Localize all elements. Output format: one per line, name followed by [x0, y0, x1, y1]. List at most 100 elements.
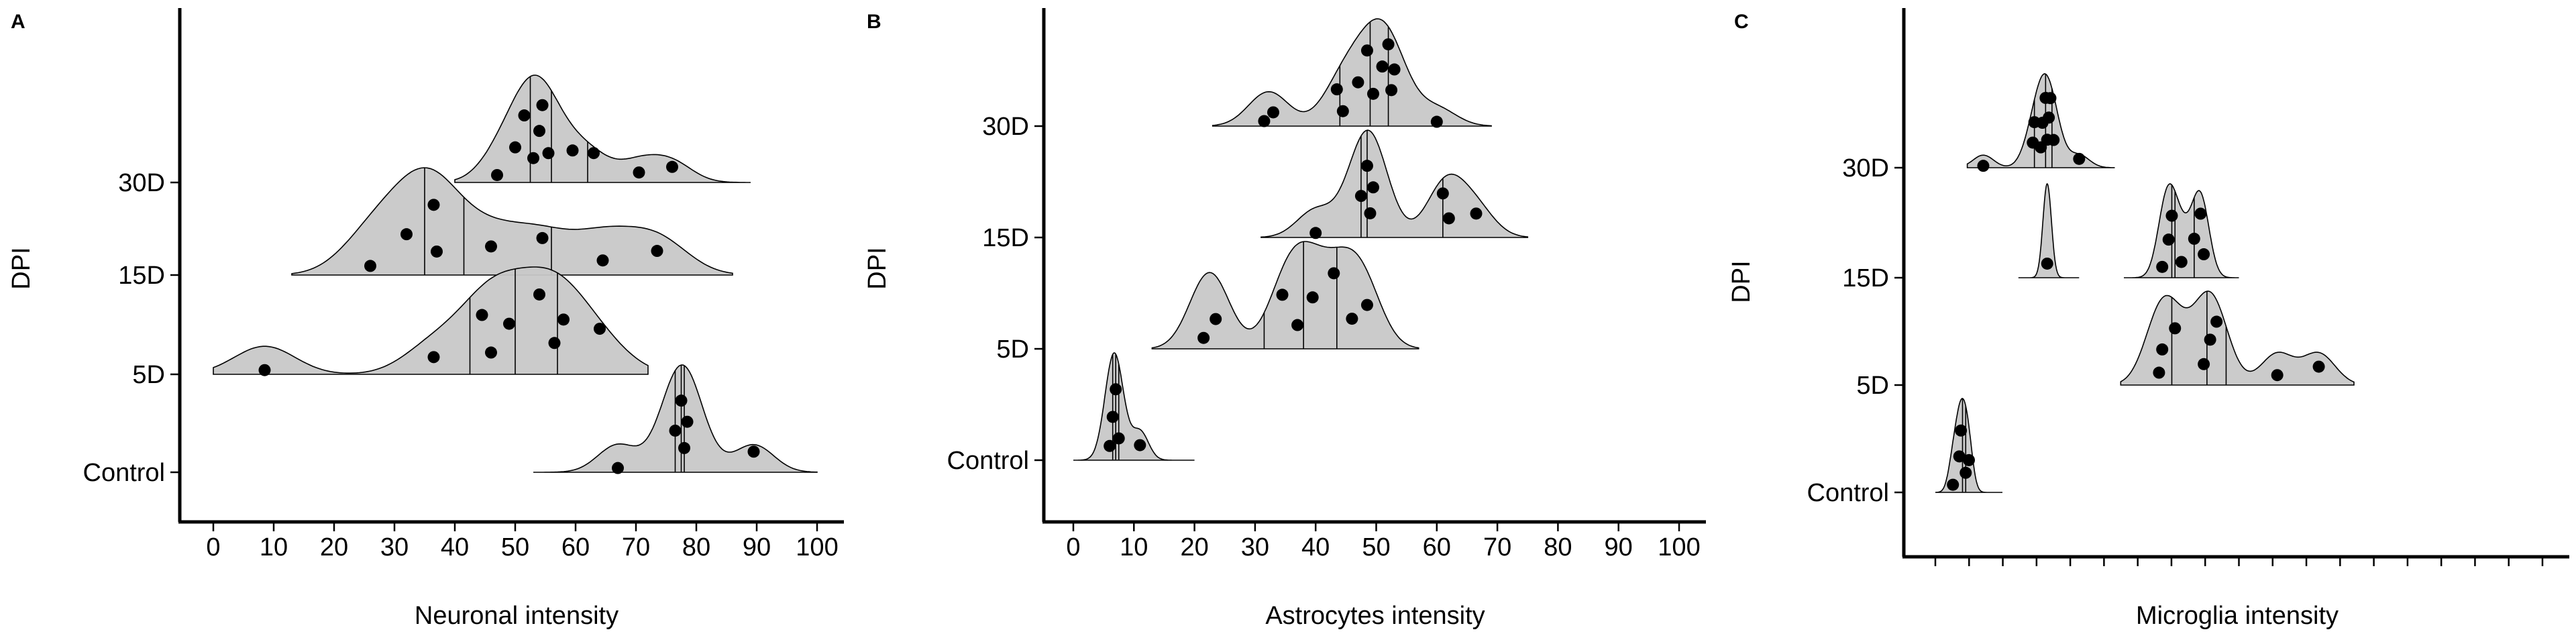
data-point	[1382, 38, 1395, 51]
data-point	[1309, 227, 1322, 239]
data-point	[2198, 358, 2210, 370]
data-point	[1106, 411, 1119, 423]
y-tick-label: 5D	[996, 335, 1029, 364]
data-point	[533, 125, 545, 138]
x-tick-label: 90	[743, 533, 771, 561]
data-point	[1953, 450, 1966, 463]
density-area	[1260, 129, 1529, 238]
density-area	[2124, 183, 2239, 278]
data-point	[2175, 256, 2188, 268]
data-point	[1210, 313, 1222, 325]
data-point	[2188, 232, 2200, 245]
data-point	[2073, 152, 2086, 165]
data-point	[427, 351, 440, 364]
x-tick-label: 30	[1241, 533, 1269, 561]
density-area	[1073, 352, 1195, 461]
data-point	[675, 394, 688, 407]
data-point	[1354, 190, 1367, 203]
x-tick-label: 50	[501, 533, 529, 561]
data-point	[2198, 248, 2210, 261]
x-tick-label: 70	[622, 533, 650, 561]
data-point	[1104, 439, 1116, 452]
ridge-5d	[1151, 241, 1419, 350]
x-tick-label: 40	[1301, 533, 1330, 561]
data-point	[1360, 299, 1373, 311]
data-point	[1306, 291, 1319, 304]
data-point	[400, 228, 413, 241]
data-point	[1955, 424, 1968, 437]
data-point	[533, 288, 545, 301]
data-point	[2165, 209, 2178, 222]
data-point	[669, 424, 682, 437]
data-point	[1336, 105, 1349, 117]
x-tick-label: 20	[320, 533, 348, 561]
data-point	[2271, 369, 2284, 382]
ridge-30d	[454, 74, 751, 183]
data-point	[2194, 207, 2207, 220]
data-point	[2204, 333, 2216, 346]
ridge-control	[533, 364, 818, 474]
data-point	[633, 166, 645, 179]
data-point	[596, 254, 609, 267]
y-tick-label: Control	[947, 447, 1030, 475]
data-point	[1442, 212, 1455, 225]
data-point	[2043, 111, 2055, 124]
data-point	[1110, 383, 1122, 396]
x-tick-label: 90	[1605, 533, 1633, 561]
data-point	[258, 364, 271, 376]
data-point	[1436, 187, 1449, 200]
data-point	[1276, 288, 1289, 301]
data-point	[1960, 466, 1972, 479]
x-tick-label: 70	[1483, 533, 1511, 561]
x-tick-label: 30	[380, 533, 409, 561]
ridge-15d	[2124, 183, 2239, 278]
data-point	[536, 231, 549, 244]
data-point	[1385, 84, 1398, 97]
data-point	[1366, 181, 1379, 194]
y-axis-title: DPI	[7, 247, 36, 289]
data-point	[485, 346, 497, 359]
data-point	[1258, 115, 1271, 127]
data-point	[2210, 315, 2223, 328]
data-point	[612, 462, 624, 474]
data-point	[518, 109, 531, 122]
data-point	[2044, 92, 2057, 105]
data-point	[2041, 257, 2053, 270]
data-point	[2312, 360, 2325, 373]
data-point	[1291, 319, 1304, 331]
ridge-30d	[1966, 73, 2115, 172]
x-tick-label: 60	[1423, 533, 1451, 561]
data-point	[1963, 453, 1976, 466]
data-point	[2162, 233, 2175, 246]
data-point	[1947, 478, 1960, 491]
data-point	[1197, 331, 1210, 344]
data-point	[536, 99, 549, 111]
data-point	[2156, 260, 2169, 273]
data-point	[1366, 87, 1379, 100]
x-tick-label: 50	[1362, 533, 1390, 561]
data-point	[431, 245, 443, 258]
data-point	[2156, 343, 2169, 356]
data-point	[1134, 439, 1146, 451]
density-area	[1212, 18, 1492, 127]
data-point	[1388, 63, 1401, 76]
data-point	[747, 445, 760, 458]
data-point	[651, 245, 663, 258]
data-point	[1112, 432, 1125, 445]
data-point	[594, 323, 606, 335]
density-area	[291, 167, 733, 276]
data-point	[542, 147, 555, 160]
data-point	[1352, 76, 1364, 89]
data-point	[1376, 60, 1389, 73]
ridge-5d	[213, 266, 649, 376]
data-point	[476, 309, 488, 321]
data-point	[666, 160, 678, 173]
y-tick-label: 30D	[1842, 154, 1889, 182]
density-area	[2120, 290, 2355, 386]
x-tick-label: 80	[682, 533, 710, 561]
x-axis-title: Microglia intensity	[2136, 602, 2339, 630]
x-tick-label: 0	[206, 533, 220, 561]
data-point	[1360, 44, 1373, 57]
ridge-control	[1935, 398, 2002, 493]
x-tick-label: 0	[1066, 533, 1080, 561]
